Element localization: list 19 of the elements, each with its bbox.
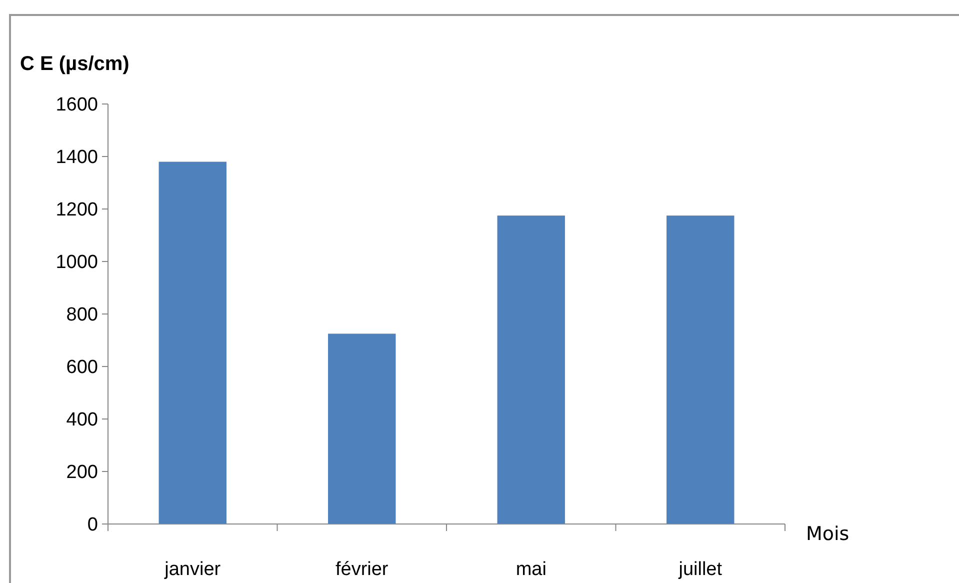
- y-axis-title: C E (µs/cm): [20, 53, 130, 75]
- y-tick-label: 600: [66, 357, 98, 378]
- bar: [666, 216, 734, 524]
- x-tick-label: février: [335, 559, 389, 580]
- x-axis-title: Mois: [806, 523, 850, 545]
- y-tick-label: 400: [66, 410, 98, 431]
- bar: [328, 334, 396, 524]
- y-tick-label: 1200: [56, 200, 98, 221]
- y-tick-label: 1000: [56, 252, 98, 274]
- bar: [158, 162, 226, 524]
- x-tick-label: mai: [516, 559, 546, 580]
- bar: [497, 216, 565, 524]
- x-tick-label: juillet: [678, 559, 723, 580]
- y-tick-label: 0: [87, 514, 98, 536]
- x-tick-label: janvier: [164, 559, 222, 580]
- y-tick-label: 800: [66, 304, 98, 326]
- y-tick-label: 200: [66, 462, 98, 484]
- y-tick-label: 1600: [56, 94, 98, 116]
- y-tick-label: 1400: [56, 147, 98, 168]
